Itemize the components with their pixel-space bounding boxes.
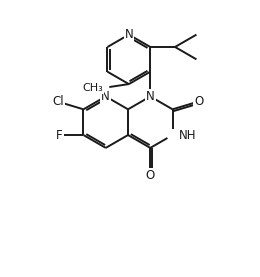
Text: O: O	[146, 169, 155, 182]
Text: F: F	[55, 129, 62, 142]
Text: NH: NH	[179, 129, 196, 142]
Text: O: O	[194, 95, 203, 108]
Text: N: N	[146, 90, 155, 103]
Text: Cl: Cl	[52, 95, 64, 108]
Text: N: N	[101, 90, 110, 103]
Text: N: N	[125, 28, 133, 41]
Text: CH₃: CH₃	[83, 83, 103, 93]
